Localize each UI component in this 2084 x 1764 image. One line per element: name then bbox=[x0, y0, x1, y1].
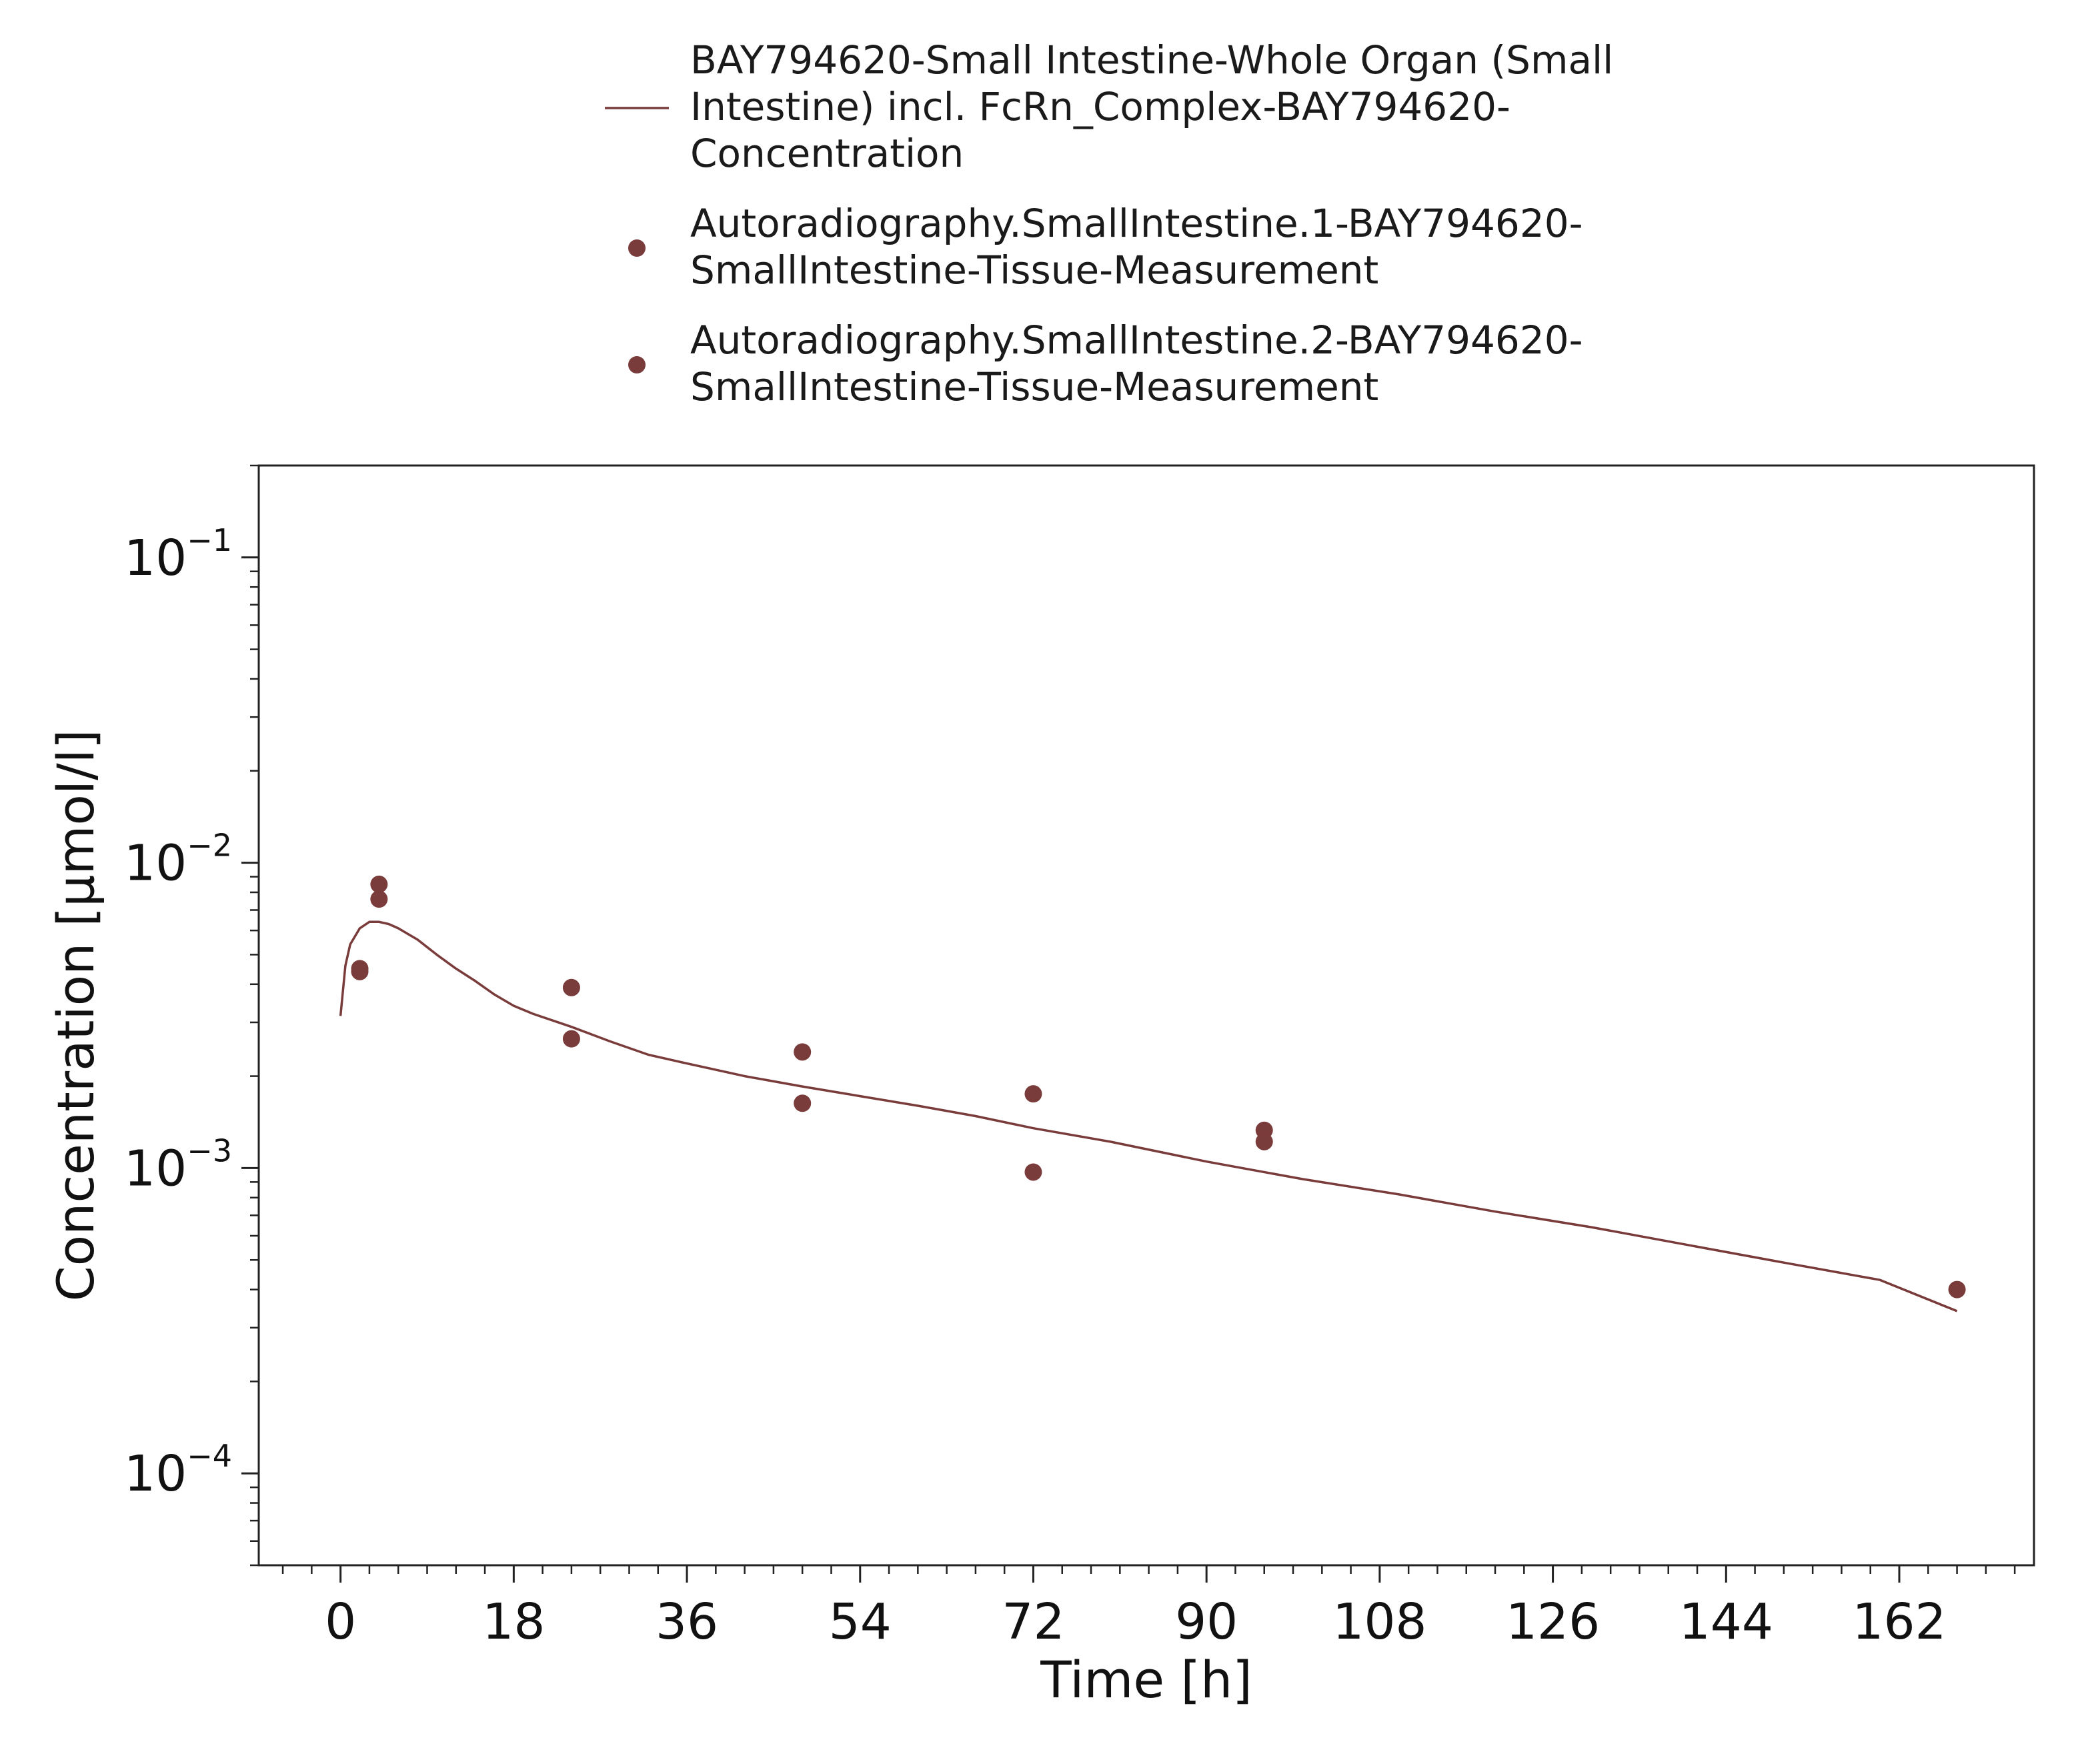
legend-marker-swatch bbox=[628, 239, 646, 257]
x-tick-label: 72 bbox=[1002, 1593, 1064, 1651]
data-point-series-1 bbox=[1024, 1085, 1042, 1103]
data-point-series-1 bbox=[794, 1043, 812, 1061]
legend-item-2: Autoradiography.SmallIntestine.2-BAY7946… bbox=[628, 317, 1583, 409]
legend-label: SmallIntestine-Tissue-Measurement bbox=[690, 364, 1378, 409]
plot-frame bbox=[257, 464, 2035, 1567]
x-tick-label: 90 bbox=[1175, 1593, 1238, 1651]
legend-item-0: BAY794620-Small Intestine-Whole Organ (S… bbox=[605, 37, 1613, 176]
legend-label: Autoradiography.SmallIntestine.2-BAY7946… bbox=[690, 317, 1583, 363]
legend-label: SmallIntestine-Tissue-Measurement bbox=[690, 247, 1378, 293]
x-axis-label: Time [h] bbox=[1040, 1650, 1252, 1709]
legend-label: Autoradiography.SmallIntestine.1-BAY7946… bbox=[690, 201, 1583, 246]
data-point-series-2 bbox=[1024, 1163, 1042, 1181]
series-layer bbox=[339, 875, 1966, 1312]
y-tick-label: 10−4 bbox=[124, 1438, 232, 1503]
x-tick-label: 144 bbox=[1679, 1593, 1773, 1651]
data-point-series-1 bbox=[370, 875, 388, 893]
legend-item-1: Autoradiography.SmallIntestine.1-BAY7946… bbox=[628, 201, 1583, 293]
y-tick-label: 10−1 bbox=[124, 522, 232, 587]
x-tick-label: 18 bbox=[482, 1593, 545, 1651]
legend-label: BAY794620-Small Intestine-Whole Organ (S… bbox=[690, 37, 1613, 83]
x-tick-label: 126 bbox=[1506, 1593, 1600, 1651]
data-point-series-1 bbox=[1948, 1280, 1966, 1298]
legend-label: Intestine) incl. FcRn_Complex-BAY794620- bbox=[690, 84, 1510, 129]
y-axis: 10−4 10−3 10−2 10−1 bbox=[124, 464, 259, 1567]
legend: BAY794620-Small Intestine-Whole Organ (S… bbox=[605, 37, 1613, 409]
data-point-series-2 bbox=[562, 1030, 580, 1048]
x-tick-label: 162 bbox=[1852, 1593, 1946, 1651]
data-point-series-2 bbox=[794, 1094, 812, 1112]
y-tick-label: 10−3 bbox=[124, 1132, 232, 1197]
x-tick-label: 0 bbox=[325, 1593, 356, 1651]
legend-label: Concentration bbox=[690, 131, 964, 176]
data-point-series-2 bbox=[1255, 1132, 1273, 1150]
y-tick-label: 10−2 bbox=[124, 828, 232, 892]
x-tick-label: 54 bbox=[829, 1593, 892, 1651]
legend-marker-swatch bbox=[628, 356, 646, 373]
x-tick-label: 36 bbox=[656, 1593, 718, 1651]
plot-area: 0 18 36 54 72 90 108 126 144 162 10−4 10−3 10−2 10−1 bbox=[124, 464, 2035, 1651]
data-point-series-2 bbox=[351, 962, 369, 980]
series-line-0 bbox=[339, 920, 1958, 1312]
data-point-series-2 bbox=[370, 890, 388, 908]
x-tick-label: 108 bbox=[1332, 1593, 1426, 1651]
x-axis: 0 18 36 54 72 90 108 126 144 162 bbox=[281, 1565, 2016, 1651]
data-point-series-1 bbox=[562, 978, 580, 996]
y-axis-label: Concentration [µmol/l] bbox=[46, 730, 105, 1302]
